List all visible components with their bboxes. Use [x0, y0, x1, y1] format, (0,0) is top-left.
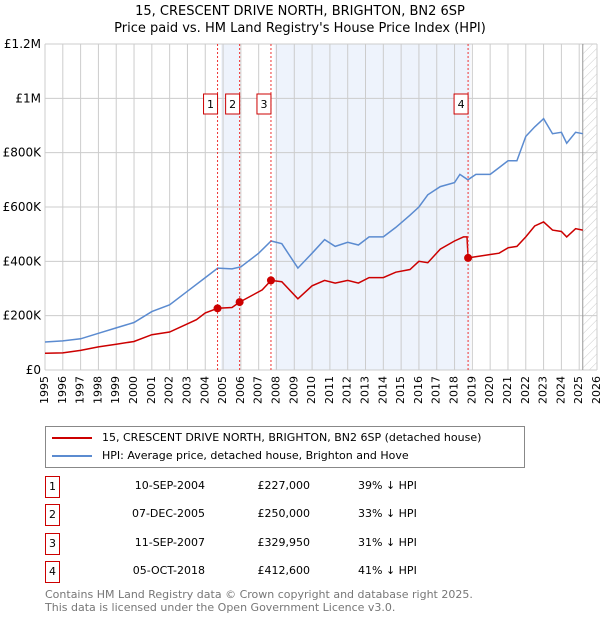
x-tick-label: 2025 — [572, 376, 585, 404]
sale-point — [213, 304, 222, 313]
x-tick-label: 2015 — [394, 376, 407, 404]
y-tick-label: £400K — [3, 254, 43, 268]
x-tick-label: 2001 — [145, 376, 158, 404]
x-tick-label: 2005 — [216, 376, 229, 404]
sale-label-box — [203, 93, 219, 115]
sale-label-box — [225, 93, 241, 115]
x-tick-label: 1998 — [91, 376, 104, 404]
x-tick-label: 1997 — [74, 376, 87, 404]
x-tick-label: 2007 — [252, 376, 265, 404]
x-tick-label: 1995 — [38, 376, 51, 404]
legend-label-property: 15, CRESCENT DRIVE NORTH, BRIGHTON, BN2 … — [102, 431, 482, 444]
x-tick-label: 2011 — [323, 376, 336, 404]
sale-number: 1 — [45, 476, 60, 498]
sale-date: 10-SEP-2004 — [134, 479, 205, 492]
property-price-line — [44, 221, 583, 354]
sale-label-box — [453, 93, 469, 115]
sale-price: £412,600 — [257, 564, 311, 577]
x-tick-label: 2002 — [163, 376, 176, 404]
y-tick-label: £1.2M — [4, 37, 41, 51]
x-tick-label: 2017 — [430, 376, 443, 404]
x-tick-label: 2006 — [234, 376, 247, 404]
y-tick-label: £200K — [3, 309, 43, 323]
sale-row: 4 05-OCT-2018 £412,600 41% ↓ HPI — [45, 561, 545, 583]
x-tick-label: 2018 — [448, 376, 461, 404]
sale-price: £227,000 — [257, 479, 311, 492]
sale-point — [235, 298, 244, 307]
x-tick-label: 2010 — [305, 376, 318, 404]
price-chart: 1995 1996 1997 1998 1999 2000 2001 2002 2003 2004… — [3, 37, 600, 404]
y-tick-label: £1M — [15, 91, 41, 105]
sale-number: 4 — [45, 561, 60, 583]
sale-point — [266, 276, 275, 285]
footer-licence: This data is licensed under the Open Gov… — [45, 601, 396, 614]
chart-title: 15, CRESCENT DRIVE NORTH, BRIGHTON, BN2 … — [135, 4, 465, 19]
sale-label: 3 — [260, 98, 267, 111]
x-tick-label: 2020 — [483, 376, 496, 404]
x-tick-label: 2008 — [269, 376, 282, 404]
legend: 15, CRESCENT DRIVE NORTH, BRIGHTON, BN2 … — [45, 426, 525, 468]
x-tick-label: 2014 — [376, 376, 389, 404]
x-tick-label: 2016 — [412, 376, 425, 404]
sale-hpi-diff: 33% ↓ HPI — [358, 507, 417, 520]
x-tick-label: 2024 — [554, 376, 567, 404]
x-tick-label: 1996 — [56, 376, 69, 404]
x-tick-label: 2019 — [465, 376, 478, 404]
sale-number: 3 — [45, 533, 60, 555]
sale-row: 3 11-SEP-2007 £329,950 31% ↓ HPI — [45, 533, 545, 555]
x-tick-label: 2013 — [359, 376, 372, 404]
legend-swatch-hpi — [52, 455, 92, 457]
sale-hpi-diff: 39% ↓ HPI — [358, 479, 417, 492]
sale-point — [464, 253, 473, 262]
x-tick-label: 2003 — [180, 376, 193, 404]
legend-swatch-property — [52, 437, 92, 439]
sale-label: 4 — [458, 98, 465, 111]
sale-price: £329,950 — [257, 536, 311, 549]
x-tick-label: 2023 — [537, 376, 550, 404]
sale-row: 1 10-SEP-2004 £227,000 39% ↓ HPI — [45, 476, 545, 498]
footer: Contains HM Land Registry data © Crown c… — [45, 588, 473, 614]
x-tick-label: 2000 — [127, 376, 140, 404]
sale-label: 2 — [229, 98, 236, 111]
x-tick-label: 1999 — [109, 376, 122, 404]
chart-subtitle: Price paid vs. HM Land Registry's House … — [114, 21, 486, 36]
x-tick-label: 2009 — [287, 376, 300, 404]
x-tick-label: 2012 — [341, 376, 354, 404]
sale-hpi-diff: 31% ↓ HPI — [358, 536, 417, 549]
x-tick-label: 2004 — [198, 376, 211, 404]
y-tick-label: £0 — [26, 363, 41, 377]
sale-number: 2 — [45, 504, 60, 526]
y-tick-label: £600K — [3, 200, 43, 214]
y-tick-label: £800K — [3, 146, 43, 160]
x-tick-label: 2026 — [590, 376, 600, 404]
x-tick-label: 2022 — [519, 376, 532, 404]
sale-label: 1 — [207, 98, 214, 111]
sale-row: 2 07-DEC-2005 £250,000 33% ↓ HPI — [45, 504, 545, 526]
sale-price: £250,000 — [257, 507, 311, 520]
sale-date: 11-SEP-2007 — [134, 536, 205, 549]
sale-label-box — [256, 93, 272, 115]
sale-date: 07-DEC-2005 — [131, 507, 205, 520]
footer-copyright: Contains HM Land Registry data © Crown c… — [45, 588, 473, 601]
sale-hpi-diff: 41% ↓ HPI — [358, 564, 417, 577]
legend-label-hpi: HPI: Average price, detached house, Brig… — [102, 449, 409, 462]
sale-date: 05-OCT-2018 — [132, 564, 205, 577]
hpi-line — [44, 117, 583, 343]
x-tick-label: 2021 — [501, 376, 514, 404]
